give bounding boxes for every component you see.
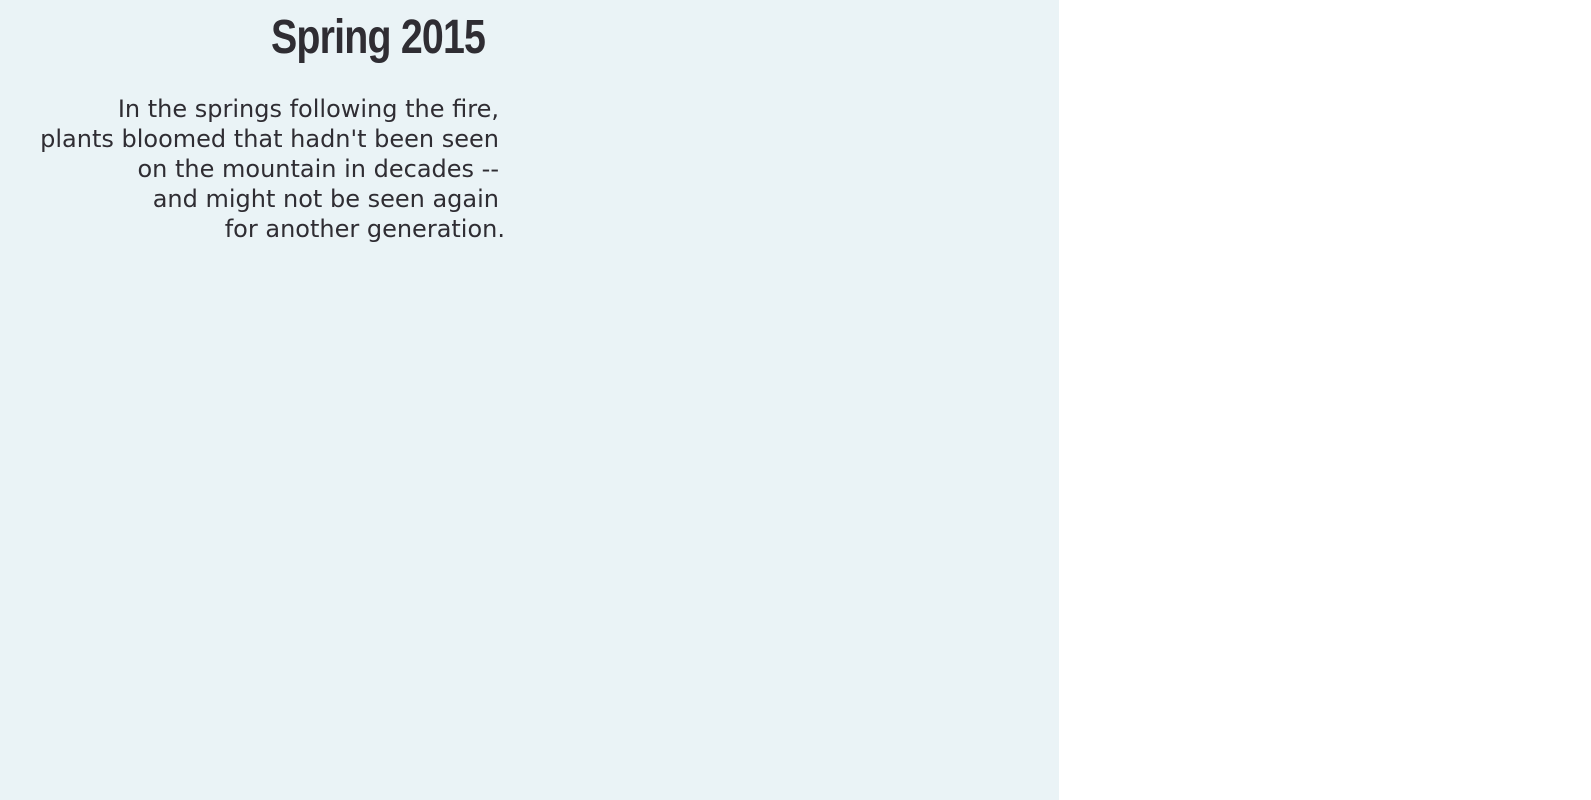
body-line-3: on the mountain in decades -- xyxy=(137,155,499,183)
panel-body-text: In the springs following the fire, plant… xyxy=(0,94,505,244)
caption-panel: Spring 2015 In the springs following the… xyxy=(0,0,1059,800)
blank-right-panel xyxy=(1059,0,1591,800)
body-line-4: and might not be seen again xyxy=(152,185,499,213)
panel-title: Spring 2015 xyxy=(270,11,486,64)
body-line-1: In the springs following the fire, xyxy=(117,95,499,123)
body-line-5: for another generation. xyxy=(224,215,505,243)
body-line-2: plants bloomed that hadn't been seen xyxy=(40,125,499,153)
